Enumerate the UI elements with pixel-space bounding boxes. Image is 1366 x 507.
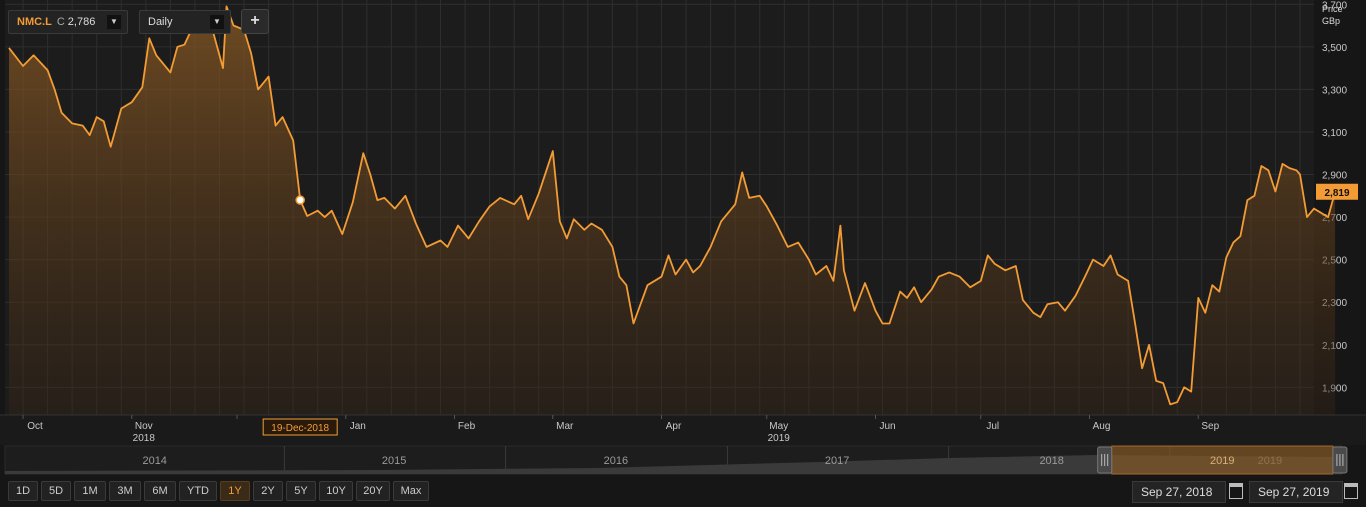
range-button-10y[interactable]: 10Y bbox=[319, 481, 353, 501]
last-price-label: 2,819 bbox=[1324, 188, 1349, 199]
x-tick-label: Jul bbox=[986, 421, 999, 432]
navigator-year-label: 2019 bbox=[1210, 455, 1234, 467]
navigator-year-label: 2016 bbox=[604, 455, 628, 467]
crosshair-date-box bbox=[262, 418, 338, 436]
chevron-down-icon[interactable]: ▼ bbox=[107, 15, 121, 29]
y-tick-label: 3,100 bbox=[1322, 128, 1347, 139]
y-axis-title: Price bbox=[1322, 4, 1343, 14]
end-date-field[interactable]: Sep 27, 2019 bbox=[1249, 481, 1343, 503]
range-button-6m[interactable]: 6M bbox=[144, 481, 176, 501]
range-button-5y[interactable]: 5Y bbox=[286, 481, 316, 501]
x-year-label: 2018 bbox=[133, 433, 156, 444]
x-tick-label: Apr bbox=[666, 421, 682, 432]
x-tick-label: Feb bbox=[458, 421, 476, 432]
crosshair-marker[interactable] bbox=[295, 195, 305, 205]
x-tick-label: May bbox=[769, 421, 788, 432]
navigator-year-label: 2014 bbox=[142, 455, 166, 467]
price-area-fill bbox=[9, 6, 1336, 416]
x-tick-label: Oct bbox=[27, 421, 43, 432]
range-button-max[interactable]: Max bbox=[393, 481, 429, 501]
chevron-down-icon[interactable]: ▼ bbox=[210, 15, 224, 29]
calendar-icon[interactable] bbox=[1229, 483, 1243, 499]
add-indicator-button[interactable]: + bbox=[241, 9, 269, 34]
range-button-ytd[interactable]: YTD bbox=[179, 481, 217, 501]
navigator-year-label: 2018 bbox=[1039, 455, 1063, 467]
range-button-1d[interactable]: 1D bbox=[8, 481, 38, 501]
crosshair-date-label: 19-Dec-2018 bbox=[271, 423, 329, 434]
y-tick-label: 3,500 bbox=[1322, 43, 1347, 54]
x-year-label: 2019 bbox=[768, 433, 791, 444]
navigator-year-label: 2017 bbox=[825, 455, 849, 467]
range-button-5d[interactable]: 5D bbox=[41, 481, 71, 501]
range-button-20y[interactable]: 20Y bbox=[356, 481, 390, 501]
navigator-history bbox=[5, 455, 1333, 474]
start-date-field[interactable]: Sep 27, 2018 bbox=[1132, 481, 1226, 503]
symbol-label: NMC.L bbox=[17, 16, 52, 28]
close-value: 2,786 bbox=[67, 16, 96, 28]
range-button-1m[interactable]: 1M bbox=[74, 481, 106, 501]
x-tick-label: Jan bbox=[350, 421, 366, 432]
y-tick-label: 2,900 bbox=[1322, 171, 1347, 182]
x-tick-label: Sep bbox=[1201, 421, 1219, 432]
close-label: C bbox=[56, 16, 65, 28]
navigator-year-label: 2015 bbox=[382, 455, 406, 467]
x-tick-label: Mar bbox=[556, 421, 574, 432]
price-line[interactable] bbox=[8, 5, 1336, 406]
range-button-3m[interactable]: 3M bbox=[109, 481, 141, 501]
price-chart[interactable]: 1,9002,1002,3002,5002,7002,9003,1003,300… bbox=[0, 0, 1366, 480]
range-button-1y[interactable]: 1Y bbox=[220, 481, 250, 501]
x-tick-label: Aug bbox=[1093, 421, 1111, 432]
calendar-icon[interactable] bbox=[1344, 483, 1358, 499]
y-axis-title: GBp bbox=[1322, 16, 1340, 26]
last-price-marker bbox=[1316, 183, 1358, 200]
symbol-selector[interactable]: NMC.L C 2,786 ▼ bbox=[8, 10, 128, 34]
interval-selector[interactable]: Daily ▼ bbox=[139, 10, 231, 34]
interval-label: Daily bbox=[148, 16, 173, 28]
x-tick-label: Nov bbox=[135, 421, 153, 432]
y-tick-label: 3,700 bbox=[1322, 0, 1347, 11]
x-axis-strip bbox=[0, 415, 1366, 445]
range-toolbar: 1D 5D 1M 3M 6M YTD 1Y 2Y 5Y 10Y 20Y Max Sep 27, 201… bbox=[0, 480, 1366, 507]
range-button-2y[interactable]: 2Y bbox=[253, 481, 283, 501]
y-tick-label: 3,300 bbox=[1322, 85, 1347, 96]
navigator-selection[interactable] bbox=[1111, 445, 1334, 475]
x-tick-label: Jun bbox=[879, 421, 895, 432]
